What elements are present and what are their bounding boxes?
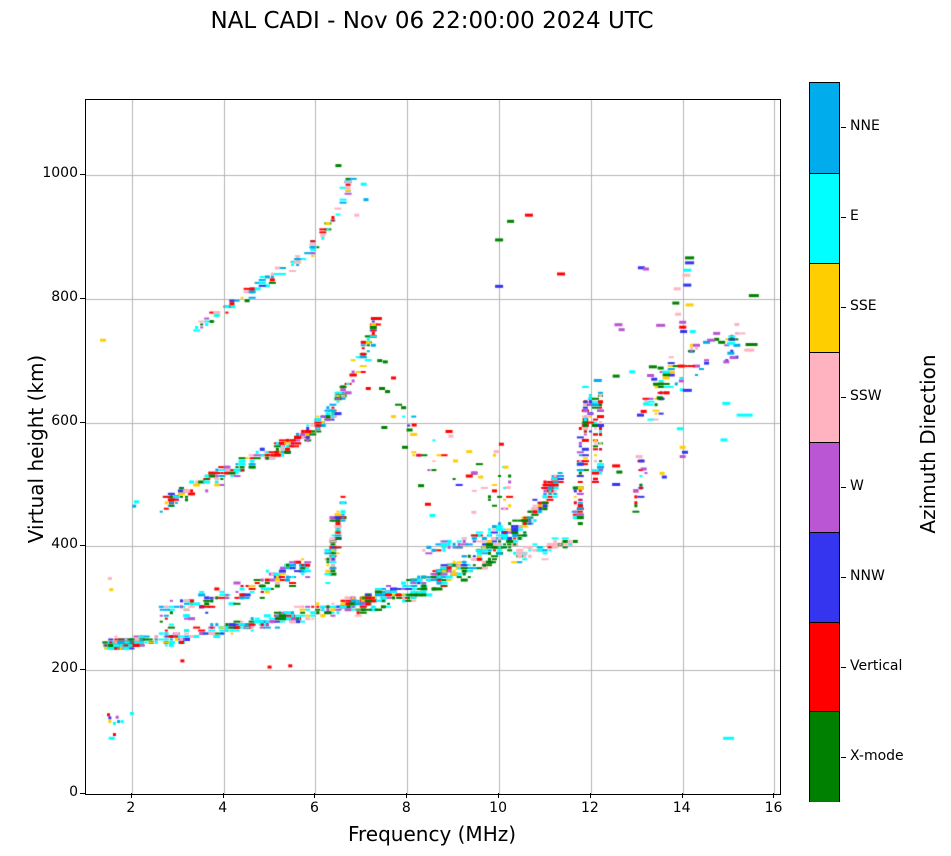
x-tick-mark [314,793,316,798]
y-tick-mark [80,545,85,547]
x-tick-label: 16 [764,800,783,816]
x-tick-label: 4 [218,800,228,816]
colorbar-tick-mark [841,217,846,218]
x-tick-label: 8 [401,800,411,816]
x-tick-mark [773,793,775,798]
colorbar-segment-vertical [810,621,839,713]
colorbar-tick-mark [841,577,846,578]
y-tick-label: 0 [69,784,78,800]
colorbar-segment-ssw [810,352,839,443]
y-axis-label: Virtual height (km) [24,354,48,544]
x-tick-label: 2 [126,800,136,816]
x-tick-mark [498,793,500,798]
x-tick-label: 14 [672,800,691,816]
y-tick-label: 600 [51,412,78,429]
x-tick-mark [406,793,408,798]
x-tick-label: 12 [580,800,599,816]
y-tick-mark [80,297,85,299]
colorbar-segment-nne [810,83,839,173]
colorbar-tick-label: NNE [850,118,880,134]
colorbar-tick-mark [841,757,846,758]
colorbar [809,82,840,802]
colorbar-segment-e [810,172,839,264]
colorbar-tick-label: SSW [850,388,882,404]
x-tick-mark [222,793,224,798]
colorbar-tick-label: Vertical [850,658,903,674]
x-axis-label: Frequency (MHz) [347,822,517,846]
y-tick-label: 400 [51,536,78,553]
colorbar-tick-label: X-mode [850,748,904,764]
x-tick-label: 10 [489,800,507,816]
x-tick-mark [130,793,132,798]
colorbar-tick-label: NNW [850,568,885,584]
scatter-canvas [86,100,780,794]
y-tick-mark [80,669,85,671]
plot-area [85,99,781,795]
x-tick-mark [589,793,591,798]
y-tick-label: 200 [51,660,78,677]
x-tick-label: 6 [310,800,319,816]
colorbar-tick-mark [841,487,846,488]
x-tick-mark [681,793,683,798]
colorbar-tick-label: E [850,208,859,224]
colorbar-tick-label: W [850,478,864,494]
colorbar-tick-label: SSE [850,298,877,314]
colorbar-tick-mark [841,667,846,668]
y-tick-mark [80,173,85,175]
colorbar-tick-mark [841,397,846,398]
colorbar-tick-mark [841,127,846,128]
y-tick-label: 1000 [42,164,78,181]
colorbar-tick-mark [841,307,846,308]
colorbar-segment-w [810,442,839,533]
y-tick-mark [80,793,85,794]
colorbar-segment-x-mode [810,711,839,802]
colorbar-segment-sse [810,262,839,354]
y-tick-mark [80,421,85,423]
colorbar-axis-label: Azimuth Direction [916,354,940,534]
y-tick-label: 800 [51,288,78,305]
figure-title: NAL CADI - Nov 06 22:00:00 2024 UTC [210,8,654,34]
colorbar-segment-nnw [810,531,839,623]
